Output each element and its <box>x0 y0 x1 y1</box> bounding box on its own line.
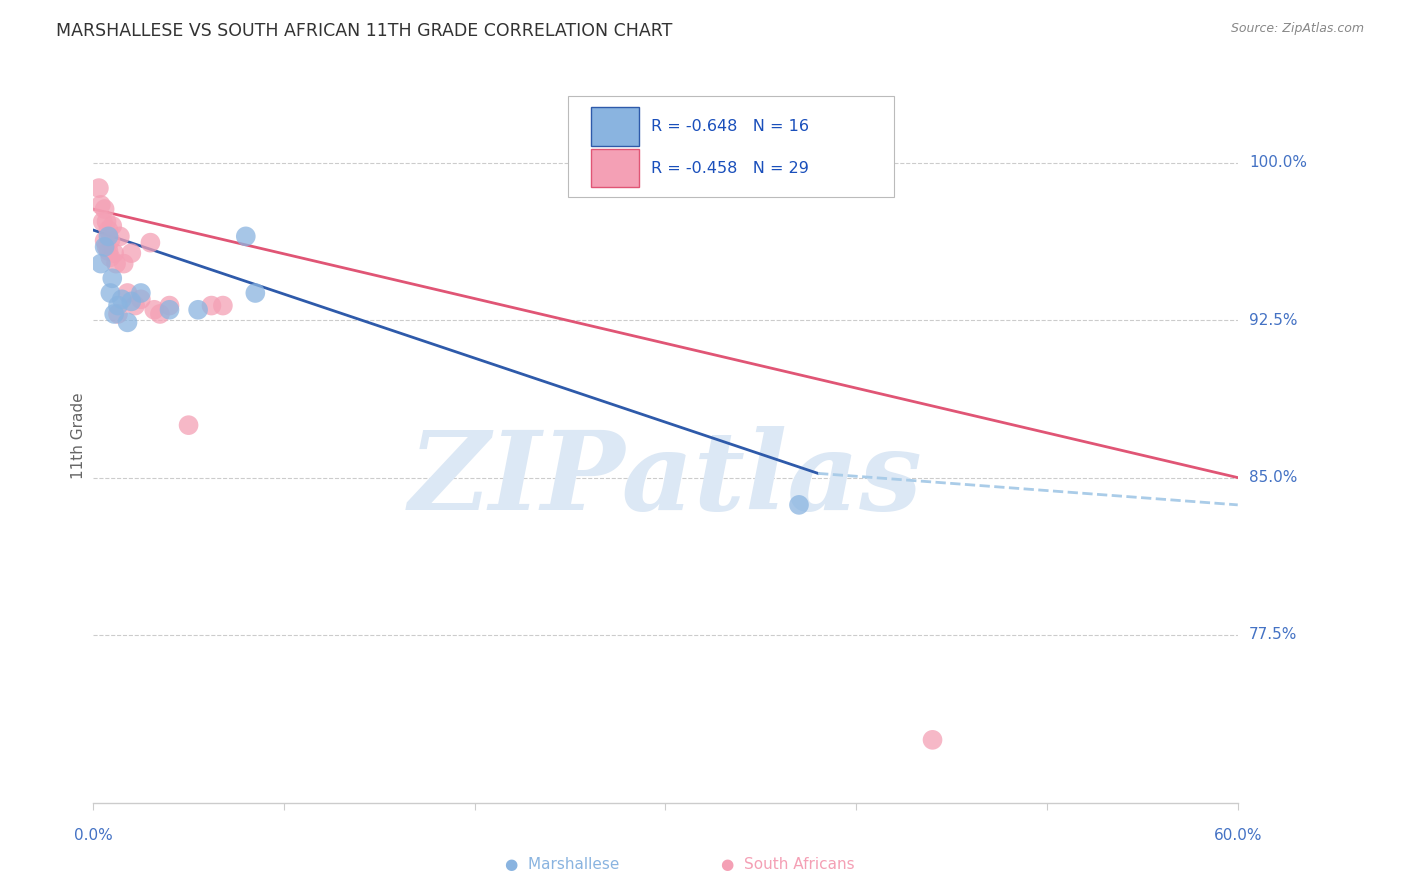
Point <box>117 315 139 329</box>
Point <box>187 302 209 317</box>
Point <box>98 250 121 264</box>
Text: 0.0%: 0.0% <box>73 828 112 843</box>
Point <box>101 271 124 285</box>
Point <box>101 219 124 233</box>
Text: ●  Marshallese: ● Marshallese <box>505 857 620 872</box>
Point <box>103 246 125 260</box>
Point <box>143 302 166 317</box>
Point <box>212 299 235 313</box>
Point <box>97 229 120 244</box>
Point <box>120 294 142 309</box>
Point <box>108 229 131 244</box>
Text: ZIPatlas: ZIPatlas <box>409 426 922 533</box>
Point <box>107 299 129 313</box>
FancyBboxPatch shape <box>591 149 640 187</box>
Point <box>105 257 128 271</box>
Text: MARSHALLESE VS SOUTH AFRICAN 11TH GRADE CORRELATION CHART: MARSHALLESE VS SOUTH AFRICAN 11TH GRADE … <box>56 22 672 40</box>
FancyBboxPatch shape <box>568 95 894 197</box>
Point <box>111 293 134 307</box>
Point <box>129 293 152 307</box>
Point <box>98 285 121 300</box>
Point <box>124 299 146 313</box>
Point <box>159 299 181 313</box>
Point <box>93 234 115 248</box>
Text: 100.0%: 100.0% <box>1249 155 1308 170</box>
Text: 85.0%: 85.0% <box>1249 470 1298 485</box>
Point <box>120 246 142 260</box>
Point <box>93 240 115 254</box>
FancyBboxPatch shape <box>591 107 640 145</box>
Point <box>235 229 257 244</box>
Text: ●  South Africans: ● South Africans <box>720 857 855 872</box>
Point <box>245 285 267 300</box>
Point <box>787 498 810 512</box>
Text: 60.0%: 60.0% <box>1213 828 1263 843</box>
Point <box>90 198 112 212</box>
Text: 77.5%: 77.5% <box>1249 627 1298 642</box>
Point <box>112 257 135 271</box>
Point <box>107 307 129 321</box>
Point <box>98 234 121 248</box>
Point <box>159 302 181 317</box>
Y-axis label: 11th Grade: 11th Grade <box>72 392 86 479</box>
Point <box>96 240 118 254</box>
Point <box>97 244 120 258</box>
Text: 92.5%: 92.5% <box>1249 313 1298 327</box>
Point <box>177 418 200 433</box>
Point <box>200 299 222 313</box>
Point <box>103 307 125 321</box>
Point <box>93 202 115 216</box>
Text: Source: ZipAtlas.com: Source: ZipAtlas.com <box>1230 22 1364 36</box>
Point <box>921 732 943 747</box>
Point <box>139 235 162 250</box>
Text: R = -0.648   N = 16: R = -0.648 N = 16 <box>651 119 808 134</box>
Point <box>129 285 152 300</box>
Point <box>90 257 112 271</box>
Point <box>96 215 118 229</box>
Text: R = -0.458   N = 29: R = -0.458 N = 29 <box>651 161 808 176</box>
Point <box>97 223 120 237</box>
Point <box>117 285 139 300</box>
Point <box>149 307 172 321</box>
Point <box>91 215 114 229</box>
Point <box>87 181 110 195</box>
